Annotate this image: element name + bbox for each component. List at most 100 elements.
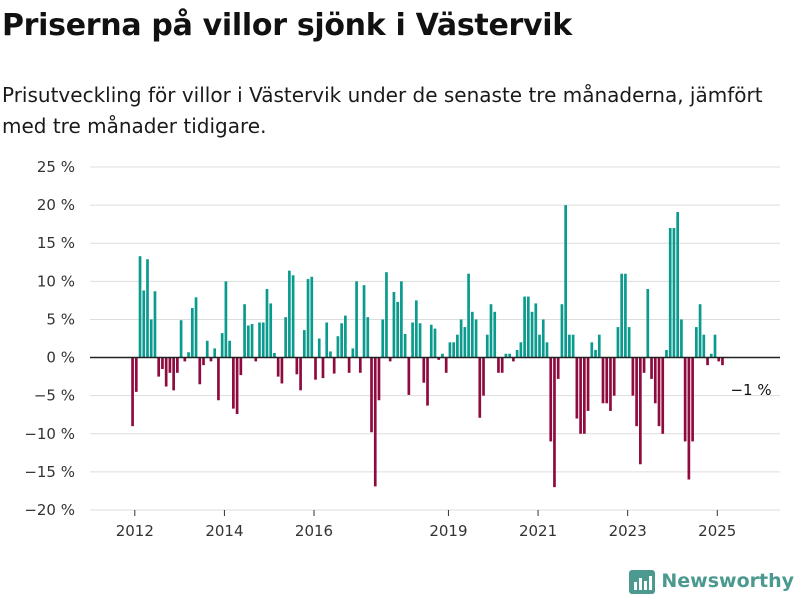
bar	[538, 334, 541, 358]
bar	[601, 357, 605, 404]
bar	[299, 357, 302, 391]
bar	[362, 285, 366, 358]
bar	[325, 322, 329, 358]
bar	[717, 357, 721, 362]
chart-title: Priserna på villor sjönk i Västervik	[2, 8, 572, 43]
x-tick-label: 2014	[205, 522, 243, 540]
bar	[370, 357, 373, 433]
bar	[624, 273, 627, 358]
bar	[706, 357, 709, 366]
bar	[183, 357, 187, 362]
bar	[411, 322, 414, 358]
bar	[336, 336, 340, 358]
annotations: −1 %	[730, 381, 771, 399]
y-tick-label: −20 %	[24, 501, 75, 519]
bar	[489, 304, 493, 358]
bar	[482, 357, 485, 396]
bar	[426, 357, 429, 406]
bar	[594, 349, 597, 358]
bar	[478, 357, 482, 418]
bar	[220, 333, 224, 358]
bar	[560, 304, 564, 358]
bar	[661, 357, 665, 434]
y-axis-ticks: −20 % −15 % −10 % −5 % 0 % 5 % 10 % 15 % 20 % 25 …	[24, 158, 75, 519]
bar	[541, 319, 545, 358]
bar	[508, 353, 512, 358]
bar	[485, 334, 489, 358]
bars	[131, 205, 724, 488]
bar	[246, 325, 250, 358]
bar	[642, 357, 646, 373]
bar	[403, 333, 407, 358]
bar	[235, 357, 239, 414]
bar	[157, 357, 161, 377]
bar	[149, 319, 153, 358]
bar	[194, 297, 198, 358]
bar	[523, 296, 526, 358]
x-tick-label: 2016	[295, 522, 333, 540]
bar	[355, 281, 358, 358]
bar	[134, 357, 138, 392]
brand-logo[interactable]: Newsworthy	[629, 568, 794, 594]
x-tick-label: 2012	[116, 522, 154, 540]
bar	[265, 288, 269, 358]
bar	[683, 357, 687, 442]
bar	[586, 357, 590, 411]
bar	[437, 357, 441, 360]
bar	[153, 291, 157, 358]
y-tick-label: 0 %	[46, 349, 75, 367]
bar	[232, 357, 235, 409]
x-tick-label: 2023	[609, 522, 647, 540]
bar	[579, 357, 582, 434]
brand-name: Newsworthy	[661, 570, 794, 592]
bar	[407, 357, 411, 395]
bar	[549, 357, 553, 442]
bar	[205, 340, 209, 358]
bar	[653, 357, 657, 404]
bar	[694, 327, 698, 358]
bar	[414, 300, 418, 358]
bar	[515, 349, 519, 358]
bar	[635, 357, 638, 427]
bar	[258, 322, 261, 358]
bar	[702, 334, 706, 358]
bar	[273, 352, 276, 358]
bar	[400, 281, 403, 358]
bar	[713, 334, 717, 358]
bar	[500, 357, 504, 373]
bar	[142, 290, 146, 358]
chart-subtitle: Prisutveckling för villor i Västervik un…	[2, 83, 763, 138]
bar	[429, 324, 433, 358]
bar	[332, 357, 336, 374]
bar	[519, 342, 523, 358]
y-tick-label: 5 %	[46, 310, 75, 328]
gridlines	[90, 166, 780, 511]
bar	[582, 357, 586, 434]
bar	[597, 334, 601, 358]
bar	[385, 272, 388, 358]
bar	[534, 303, 538, 358]
bar	[665, 349, 668, 358]
y-tick-label: −5 %	[34, 387, 75, 405]
x-tick-label: 2019	[429, 522, 467, 540]
bar	[243, 304, 246, 358]
x-tick-label: 2025	[698, 522, 736, 540]
bar	[329, 351, 332, 358]
bar	[676, 211, 680, 358]
bar	[459, 319, 463, 358]
bar	[590, 342, 594, 358]
bar	[463, 327, 467, 358]
bar	[280, 357, 284, 384]
bar	[530, 311, 534, 358]
bar	[254, 357, 258, 362]
bar	[631, 357, 635, 396]
bar	[422, 357, 426, 383]
bar	[358, 357, 362, 373]
bar	[493, 311, 497, 358]
bar	[388, 357, 392, 362]
bar	[441, 353, 444, 358]
bar	[616, 327, 620, 358]
bar	[709, 353, 713, 358]
x-tick-label: 2021	[519, 522, 557, 540]
bar	[269, 303, 273, 358]
